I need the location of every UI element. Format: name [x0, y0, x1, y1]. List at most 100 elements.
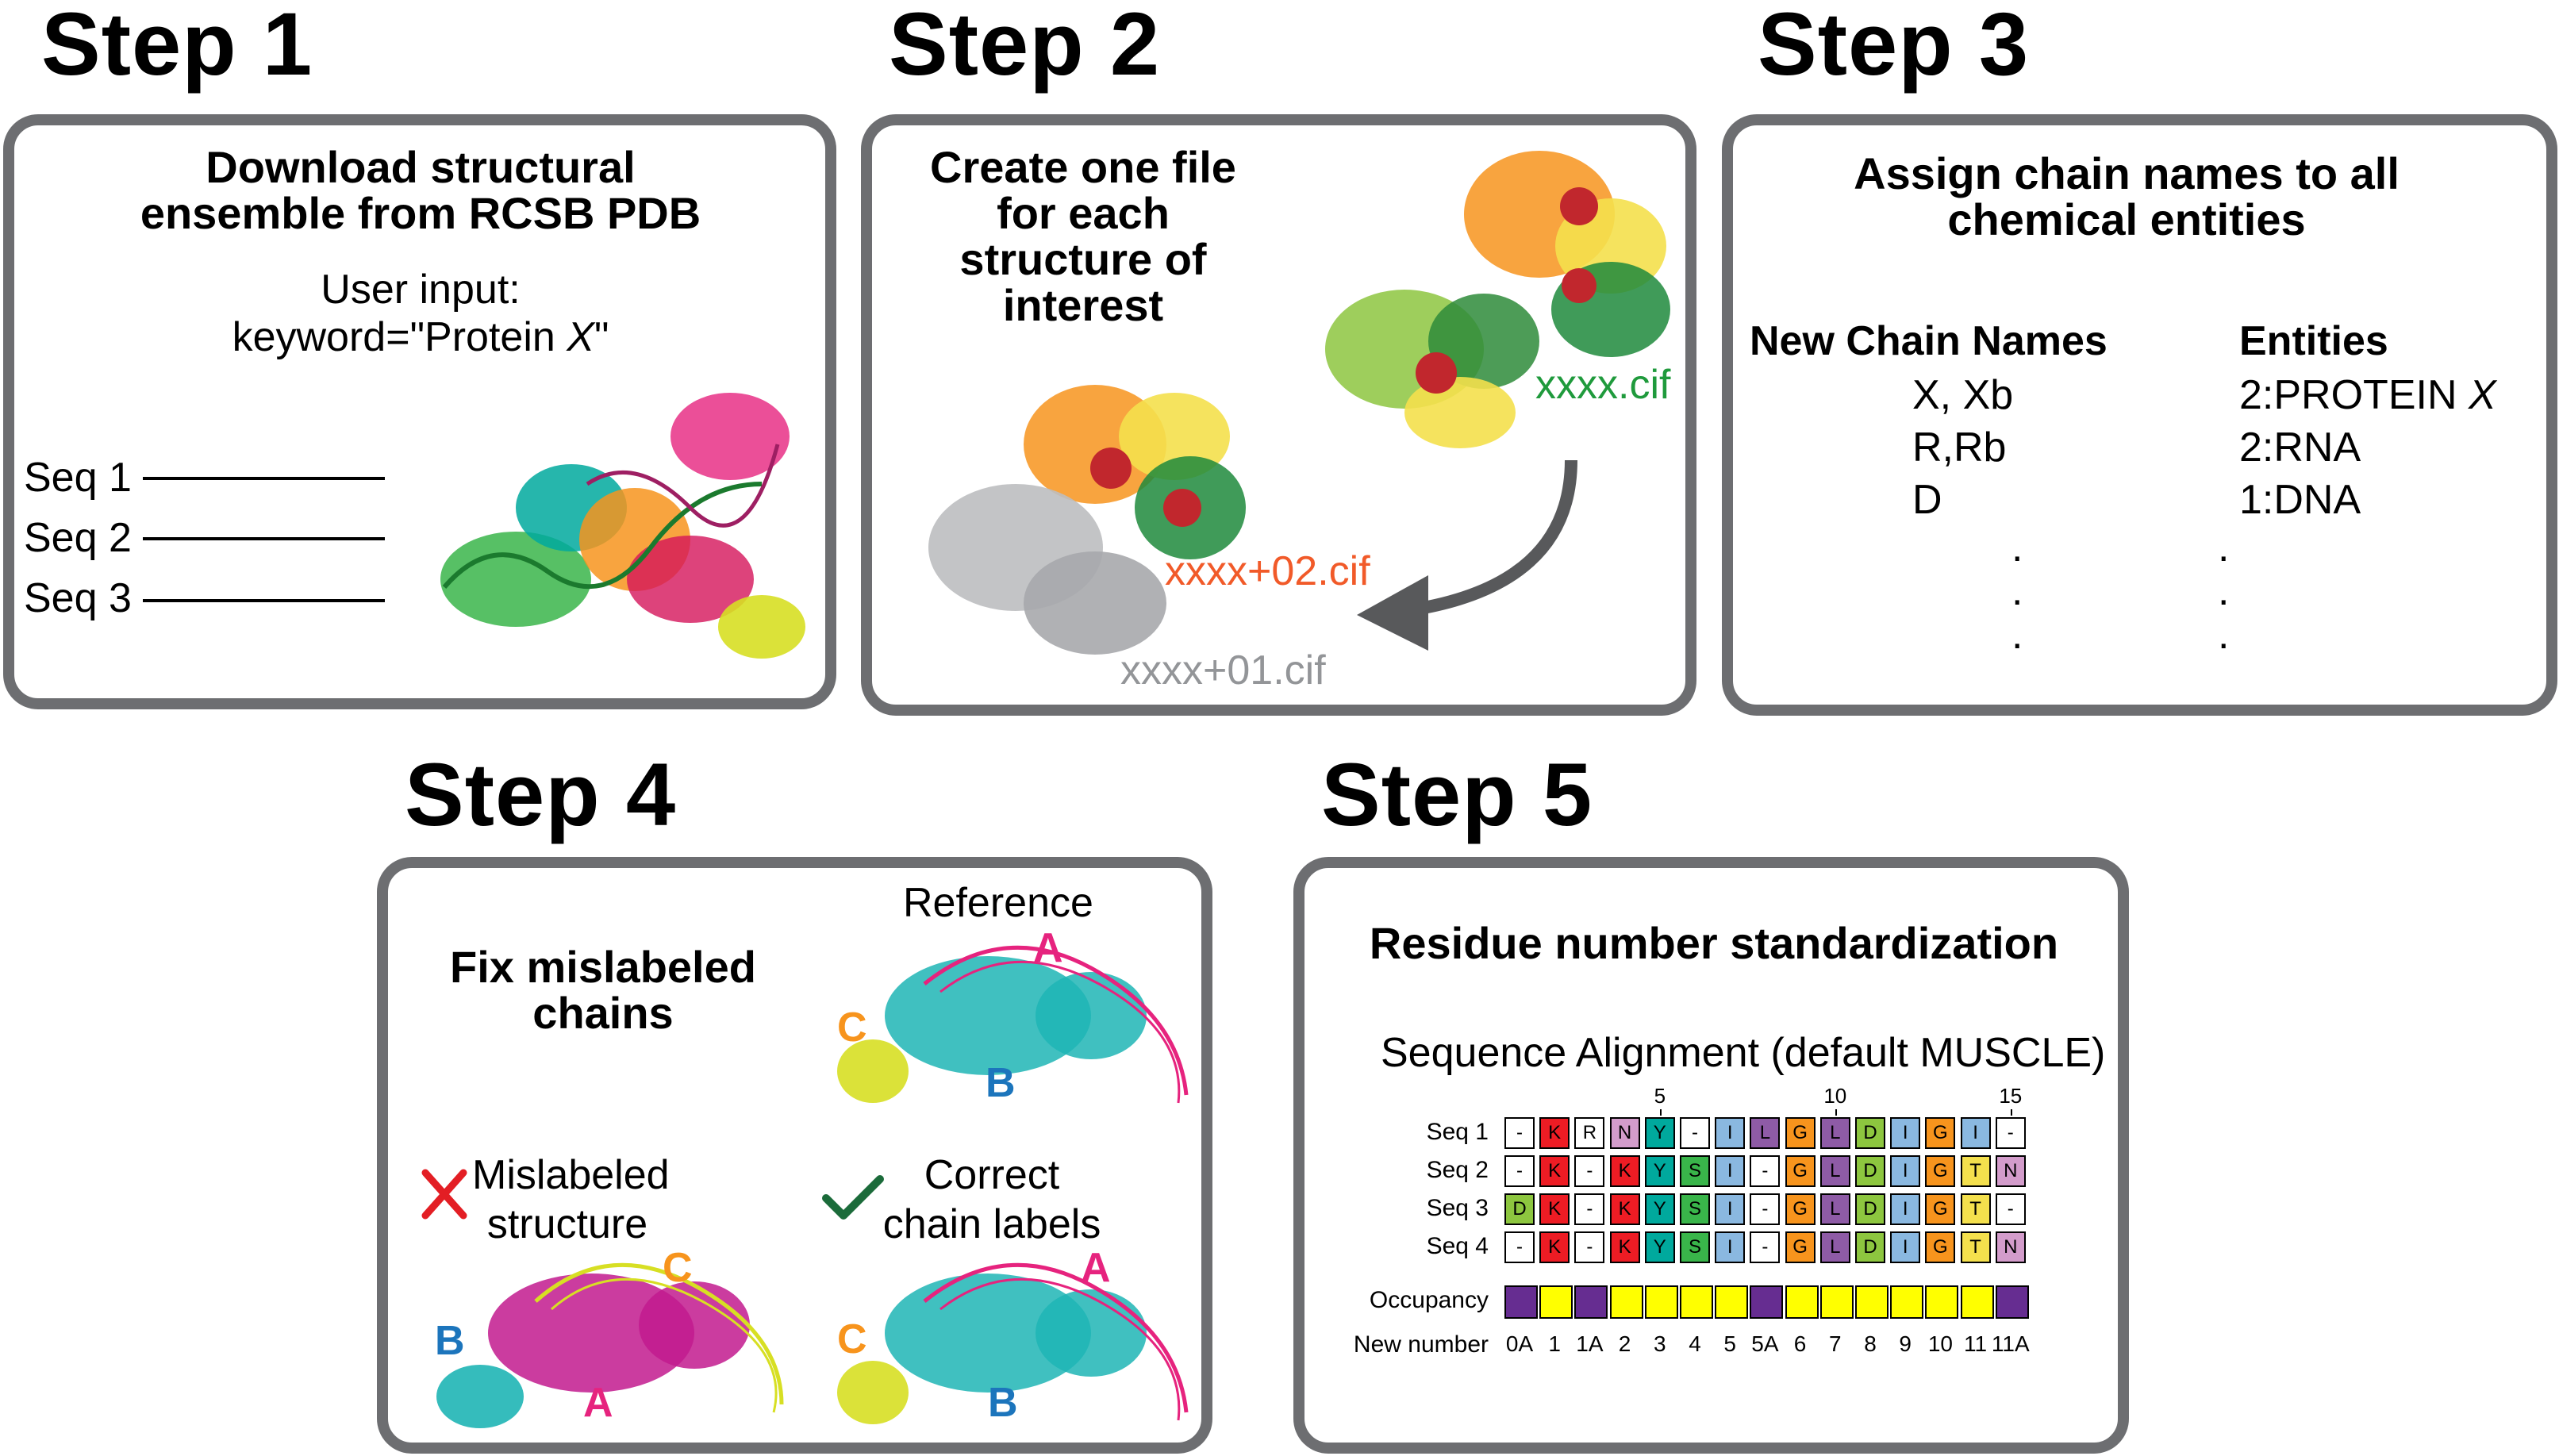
- alignment-title: Sequence Alignment (default MUSCLE): [1381, 1030, 2106, 1076]
- keyword-prefix: keyword="Protein: [232, 314, 567, 360]
- residue-cell: K: [1539, 1155, 1570, 1187]
- residue-cell: I: [1890, 1155, 1921, 1187]
- residue-cell: S: [1680, 1193, 1710, 1225]
- residue-cell: K: [1609, 1155, 1640, 1187]
- mis-chain-c: C: [663, 1245, 693, 1291]
- occupancy-cell: [1680, 1285, 1713, 1319]
- residue-cell: -: [1750, 1193, 1781, 1225]
- alignment-seq-label: Seq 4: [1426, 1233, 1489, 1259]
- residue-cell: G: [1785, 1155, 1816, 1187]
- ruler-tick-label: 15: [1999, 1084, 2023, 1108]
- user-input-label: User input:: [321, 267, 521, 313]
- step-1-title: Step 1: [41, 0, 313, 94]
- step-3-title: Step 3: [1758, 0, 2030, 94]
- chain-row-3: D: [1912, 477, 1942, 523]
- occupancy-cell: [1609, 1285, 1643, 1319]
- file-xxxx-01-cif: xxxx+01.cif: [1120, 647, 1326, 693]
- chain-row-1: X, Xb: [1912, 372, 2014, 418]
- occupancy-cell: [1925, 1285, 1959, 1319]
- new-number: 4: [1689, 1331, 1701, 1356]
- new-number: 5: [1723, 1331, 1736, 1356]
- seq-1-label: Seq 1: [24, 455, 132, 501]
- ruler-tick: [1835, 1109, 1837, 1116]
- new-number: 6: [1793, 1331, 1807, 1356]
- ensemble-structure-icon: [440, 393, 805, 659]
- alignment-seq-label: Seq 1: [1426, 1119, 1489, 1145]
- residue-cell: N: [1609, 1117, 1640, 1149]
- step-1-heading: Download structural ensemble from RCSB P…: [140, 142, 701, 238]
- seq-3-label: Seq 3: [24, 575, 132, 621]
- residue-cell: G: [1925, 1117, 1956, 1149]
- ruler-tick-label: 10: [1823, 1084, 1847, 1108]
- residue-cell: G: [1785, 1231, 1816, 1263]
- new-number: 10: [1927, 1331, 1953, 1356]
- residue-cell: L: [1819, 1193, 1850, 1225]
- file-xxxx-02-cif: xxxx+02.cif: [1165, 548, 1370, 594]
- cor-chain-a: A: [1081, 1245, 1111, 1291]
- residue-cell: I: [1890, 1193, 1921, 1225]
- file-xxxx-cif: xxxx.cif: [1535, 362, 1671, 408]
- residue-cell: K: [1609, 1193, 1640, 1225]
- step-4-heading: Fix mislabeled chains: [450, 942, 756, 1038]
- seq-2-label: Seq 2: [24, 515, 132, 561]
- new-number: 3: [1654, 1331, 1666, 1356]
- mis-chain-b: B: [435, 1318, 465, 1364]
- new-number: 11A: [1991, 1331, 2030, 1356]
- col-entities-header: Entities: [2239, 318, 2388, 364]
- occupancy-cell: [1855, 1285, 1889, 1319]
- residue-cell: S: [1680, 1231, 1710, 1263]
- occupancy-label: Occupancy: [1369, 1287, 1489, 1313]
- entity-row-1-var: X: [2468, 372, 2496, 418]
- ruler-tick: [2010, 1109, 2012, 1116]
- cross-icon: [421, 1169, 467, 1220]
- residue-cell: Y: [1644, 1231, 1675, 1263]
- occupancy-cell: [1644, 1285, 1678, 1319]
- entity-dot-2: .: [2218, 568, 2230, 614]
- ruler-tick-label: 5: [1654, 1084, 1666, 1108]
- col-chain-names-header: New Chain Names: [1750, 318, 2108, 364]
- residue-cell: -: [1574, 1155, 1605, 1187]
- ref-chain-a: A: [1033, 925, 1063, 971]
- step-4-title: Step 4: [405, 745, 677, 844]
- entity-row-1: 2:PROTEIN X: [2239, 371, 2496, 419]
- mislabeled-structure-icon: [436, 1262, 784, 1428]
- ref-chain-b: B: [986, 1060, 1016, 1106]
- residue-cell: -: [1504, 1231, 1535, 1263]
- step-2-heading: Create one file for each structure of in…: [930, 142, 1236, 330]
- ref-chain-c: C: [837, 1005, 867, 1051]
- cor-chain-b: B: [988, 1380, 1018, 1426]
- step-2-title: Step 2: [889, 0, 1161, 94]
- residue-cell: D: [1855, 1117, 1885, 1149]
- residue-cell: Y: [1644, 1117, 1675, 1149]
- step-3-heading: Assign chain names to all chemical entit…: [1854, 148, 2400, 244]
- residue-cell: -: [1504, 1117, 1535, 1149]
- residue-cell: G: [1785, 1117, 1816, 1149]
- residue-cell: G: [1925, 1231, 1956, 1263]
- cor-chain-c: C: [837, 1316, 867, 1362]
- residue-cell: K: [1609, 1231, 1640, 1263]
- residue-cell: I: [1715, 1117, 1746, 1149]
- residue-cell: L: [1819, 1155, 1850, 1187]
- residue-cell: -: [1504, 1155, 1535, 1187]
- correct-label: Correct chain labels: [882, 1152, 1101, 1247]
- structure-files-icon: [928, 151, 1670, 655]
- new-number: 5A: [1751, 1331, 1779, 1356]
- residue-cell: K: [1539, 1117, 1570, 1149]
- occupancy-cell: [1504, 1285, 1538, 1319]
- residue-cell: Y: [1644, 1155, 1675, 1187]
- residue-cell: I: [1890, 1231, 1921, 1263]
- corrected-structure-icon: [837, 1262, 1189, 1424]
- new-number: 8: [1864, 1331, 1877, 1356]
- residue-cell: S: [1680, 1155, 1710, 1187]
- chain-row-2: R,Rb: [1912, 425, 2007, 471]
- occupancy-cell: [1539, 1285, 1573, 1319]
- new-number: 0A: [1505, 1331, 1534, 1356]
- chain-dot-1: .: [2011, 524, 2023, 570]
- residue-cell: D: [1855, 1193, 1885, 1225]
- mislabeled-label: Mislabeled structure: [472, 1152, 670, 1247]
- residue-cell: D: [1504, 1193, 1535, 1225]
- new-number: 2: [1618, 1331, 1631, 1356]
- residue-cell: D: [1855, 1155, 1885, 1187]
- chain-dot-2: .: [2011, 568, 2023, 614]
